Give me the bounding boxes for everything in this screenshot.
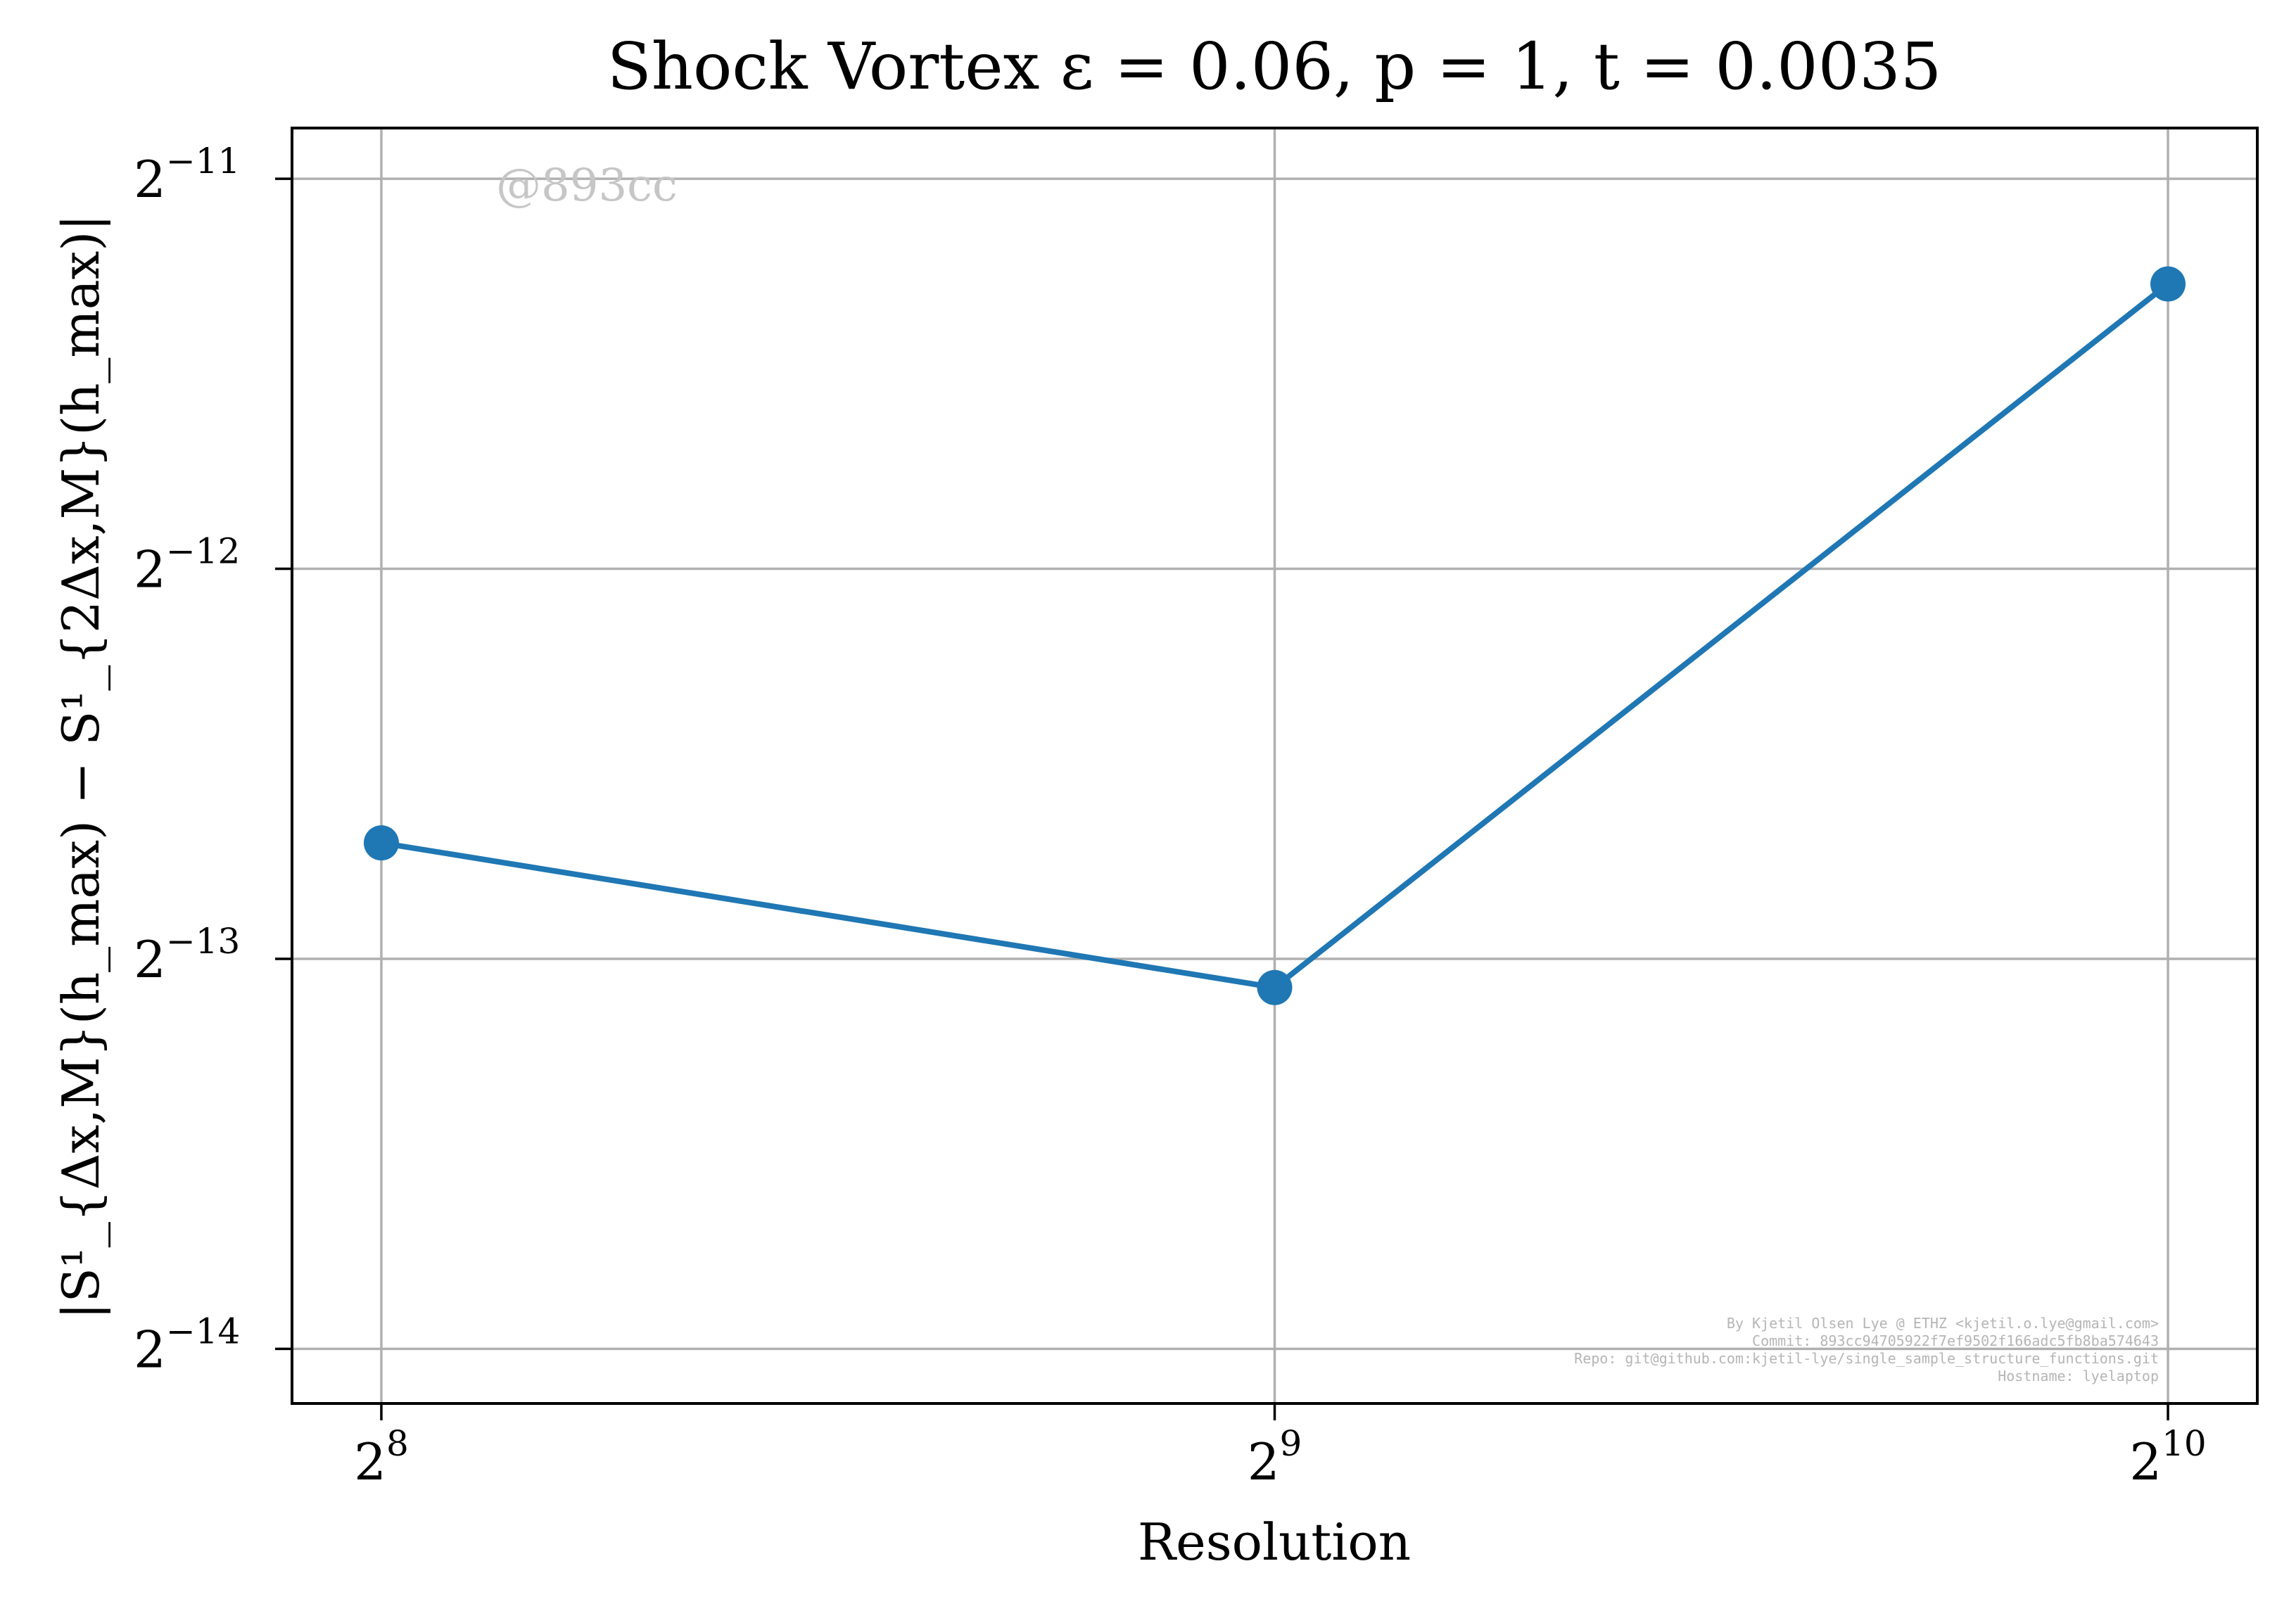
chart-title: Shock Vortex ε = 0.06, p = 1, t = 0.0035: [607, 29, 1942, 104]
y-tick-label: 2−12: [134, 531, 240, 599]
series-layer: [363, 266, 2186, 1005]
x-tick-label: 29: [1248, 1423, 1302, 1491]
data-point: [2150, 266, 2186, 302]
credits-block: By Kjetil Olsen Lye @ ETHZ <kjetil.o.lye…: [1574, 1315, 2159, 1384]
data-point: [363, 825, 399, 861]
grid-layer: [292, 128, 2257, 1403]
credit-line: Commit: 893cc94705922f7ef9502f166adc5fb8…: [1752, 1332, 2159, 1349]
credit-line: Hostname: lyelaptop: [1998, 1368, 2159, 1384]
tick-layer: 28 29 210 2−11 2−12 2−13 2−14: [134, 141, 2207, 1491]
data-point: [1257, 969, 1293, 1005]
y-tick-label: 2−13: [134, 921, 240, 989]
y-axis-label: |S¹_{Δx,M}(h_max) − S¹_{2Δx,M}(h_max)|: [51, 214, 110, 1319]
x-tick-label: 210: [2129, 1423, 2206, 1491]
x-tick-label: 28: [354, 1423, 409, 1491]
x-axis-label: Resolution: [1138, 1513, 1411, 1572]
credit-line: By Kjetil Olsen Lye @ ETHZ <kjetil.o.lye…: [1727, 1315, 2159, 1332]
y-tick-label: 2−11: [134, 141, 240, 209]
y-tick-label: 2−14: [134, 1311, 240, 1379]
watermark: @893cc: [496, 160, 678, 212]
credit-line: Repo: git@github.com:kjetil-lye/single_s…: [1574, 1350, 2159, 1367]
